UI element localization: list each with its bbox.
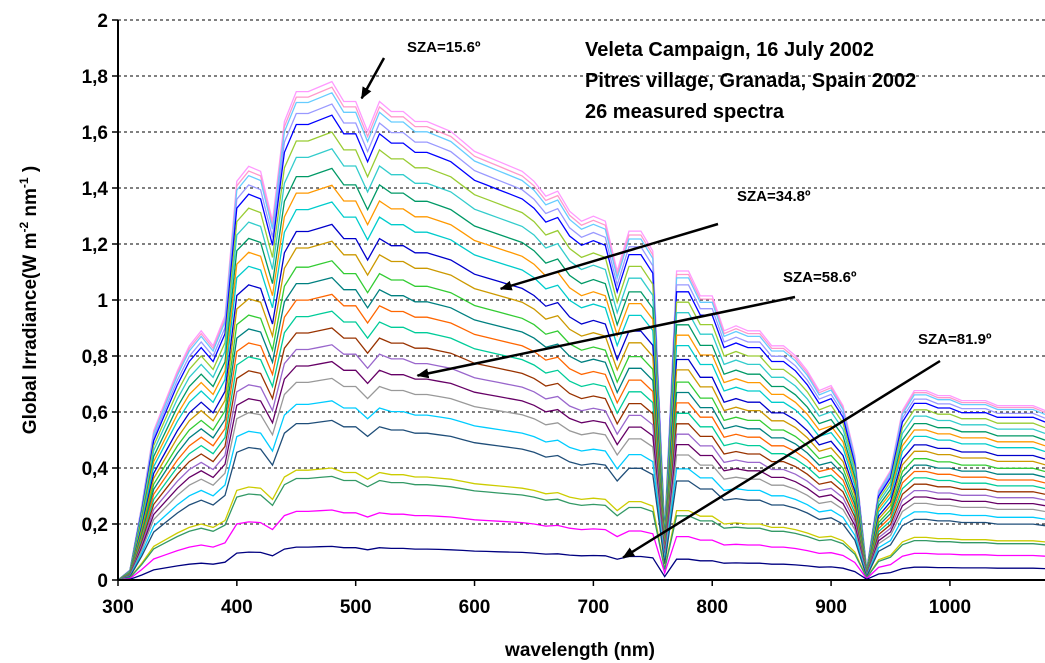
annotations: SZA=15.6º SZA=34.8º SZA=58.6º SZA=81.9º [360,39,992,559]
sza-arrow-3 [416,295,796,379]
spectrum-line-26 [117,545,1045,581]
x-tick-label: 300 [102,597,134,618]
info-line-1: Veleta Campaign, 16 July 2002 [585,39,874,61]
spectrum-line-17 [117,327,1045,581]
y-tick-label: 1 [97,291,108,312]
sza-arrow-2 [499,222,719,291]
y-tick-label: 0,2 [82,515,108,536]
x-axis-label: wavelength (nm) [504,640,655,661]
y-tick-label: 2 [97,11,108,32]
spectrum-line-18 [117,344,1045,581]
x-tick-label: 1000 [929,597,971,618]
spectrum-line-20 [117,377,1045,581]
spectrum-line-19 [117,360,1045,581]
spectrum-line-2 [117,86,1045,581]
spectrum-line-14 [117,276,1045,581]
y-axis-label-mid: nm [20,188,41,222]
sza-label-1: SZA=15.6º [407,39,481,56]
x-tick-label: 600 [459,597,491,618]
x-tick-label: 800 [696,597,728,618]
spectrum-line-6 [117,131,1045,581]
sza-arrow-1 [360,57,386,100]
sza-arrow-4 [622,359,941,559]
spectrum-line-23 [117,467,1045,581]
spectrum-line-16 [117,310,1045,581]
y-axis-label: Global Irradiance(W m-2 nm-1 ) [17,166,41,434]
spectrum-line-12 [117,240,1045,581]
y-tick-label: 0 [97,571,108,592]
x-tick-label: 700 [578,597,610,618]
y-tick-label: 0,4 [82,459,109,480]
spectrum-line-24 [117,475,1045,581]
sza-label-4: SZA=81.9º [918,331,992,348]
x-tick-label: 500 [340,597,372,618]
spectrum-line-5 [117,114,1045,581]
spectrum-line-9 [117,184,1045,581]
spectrum-line-21 [117,400,1045,581]
spectrum-line-15 [117,293,1045,581]
y-axis-label-main: Global Irradiance(W m [20,233,41,435]
spectrum-line-25 [117,509,1045,581]
gridlines [118,19,1045,525]
x-tick-label: 900 [815,597,847,618]
spectrum-line-11 [117,223,1045,581]
spectrum-line-10 [117,201,1045,581]
spectrum-line-7 [117,148,1045,581]
y-tick-label: 1,8 [82,67,108,88]
tick-labels: 0 0,2 0,4 0,6 0,8 1 1,2 1,4 1,6 1,8 2 300 400 500 600 7… [82,11,971,618]
sza-label-3: SZA=58.6º [783,269,857,286]
campaign-info: Veleta Campaign, 16 July 2002 Pitres vil… [585,39,916,123]
axes [112,19,1045,586]
y-tick-label: 0,8 [82,347,108,368]
spectra-series [117,80,1045,581]
spectrum-line-13 [117,260,1045,581]
y-tick-label: 0,6 [82,403,108,424]
y-tick-label: 1,2 [82,235,108,256]
x-tick-label: 400 [221,597,253,618]
info-line-3: 26 measured spectra [585,101,785,123]
info-line-2: Pitres village, Granada, Spain 2002 [585,70,916,92]
spectrum-line-8 [117,167,1045,581]
sza-label-2: SZA=34.8º [737,188,811,205]
y-tick-label: 1,4 [82,179,109,200]
y-axis-label-sup2: -1 [17,177,31,188]
y-axis-label-sup1: -2 [17,222,31,233]
y-axis-label-end: ) [20,166,41,178]
spectrum-line-22 [117,419,1045,581]
y-tick-label: 1,6 [82,123,108,144]
